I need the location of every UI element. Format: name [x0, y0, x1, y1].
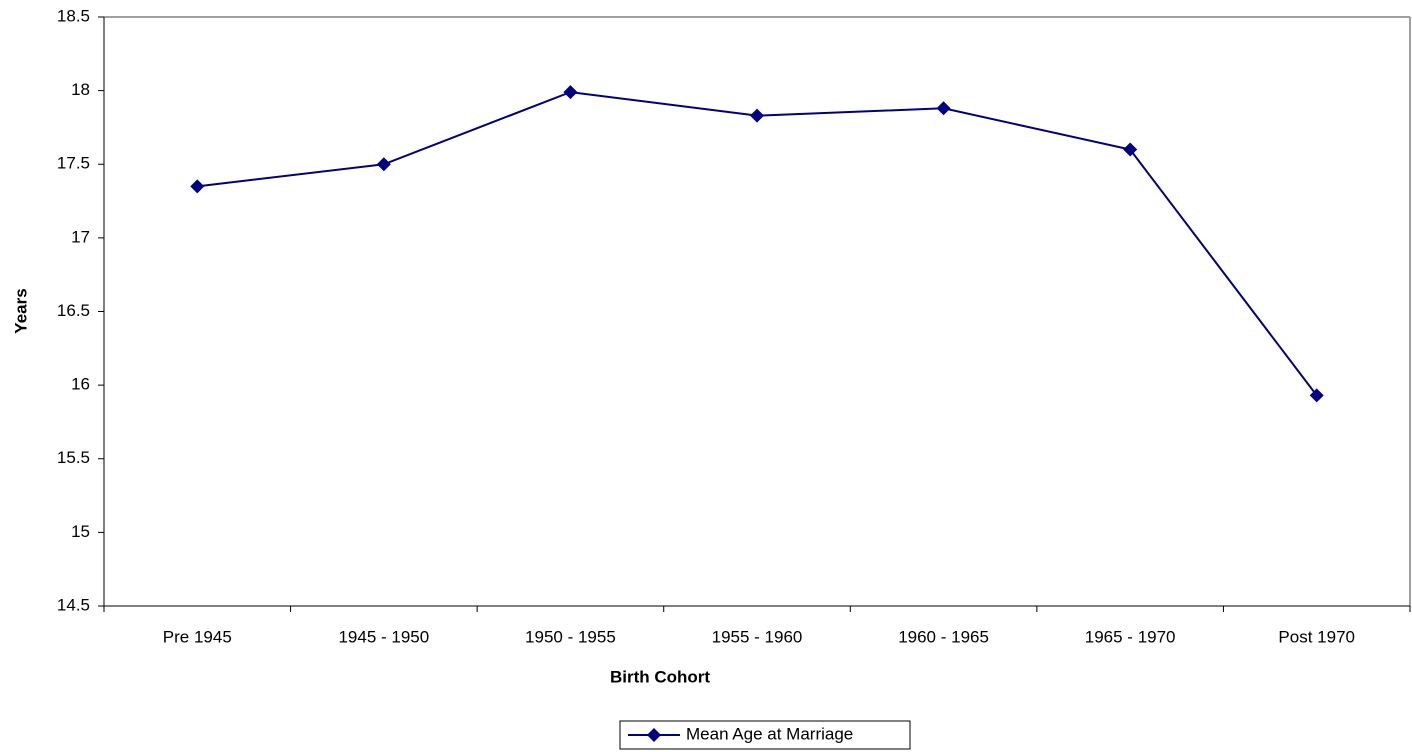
x-axis-title: Birth Cohort — [610, 667, 710, 686]
x-tick-label: 1950 - 1955 — [525, 627, 616, 646]
y-tick-label: 17 — [71, 227, 90, 246]
marker — [563, 85, 578, 100]
y-axis-title: Years — [11, 288, 30, 333]
x-tick-label: 1955 - 1960 — [712, 627, 803, 646]
y-tick-label: 15.5 — [57, 448, 90, 467]
marker — [190, 179, 205, 194]
series-line — [197, 91, 1318, 397]
y-tick-label: 17.5 — [57, 154, 90, 173]
y-tick-label: 18.5 — [57, 6, 90, 25]
x-tick-label: Post 1970 — [1278, 627, 1355, 646]
legend-label: Mean Age at Marriage — [686, 724, 853, 743]
legend-marker — [647, 728, 661, 742]
y-tick-label: 16 — [71, 375, 90, 394]
y-tick-label: 15 — [71, 522, 90, 541]
marker — [936, 101, 951, 116]
marker — [1123, 142, 1138, 157]
y-tick-label: 14.5 — [57, 595, 90, 614]
x-tick-label: 1965 - 1970 — [1085, 627, 1176, 646]
y-tick-label: 16.5 — [57, 301, 90, 320]
y-tick-label: 18 — [71, 80, 90, 99]
marker — [750, 108, 764, 123]
marker — [376, 157, 391, 172]
x-tick-label: 1945 - 1950 — [338, 627, 429, 646]
marker — [1309, 388, 1324, 403]
x-tick-label: Pre 1945 — [163, 627, 232, 646]
x-tick-label: 1960 - 1965 — [898, 627, 989, 646]
